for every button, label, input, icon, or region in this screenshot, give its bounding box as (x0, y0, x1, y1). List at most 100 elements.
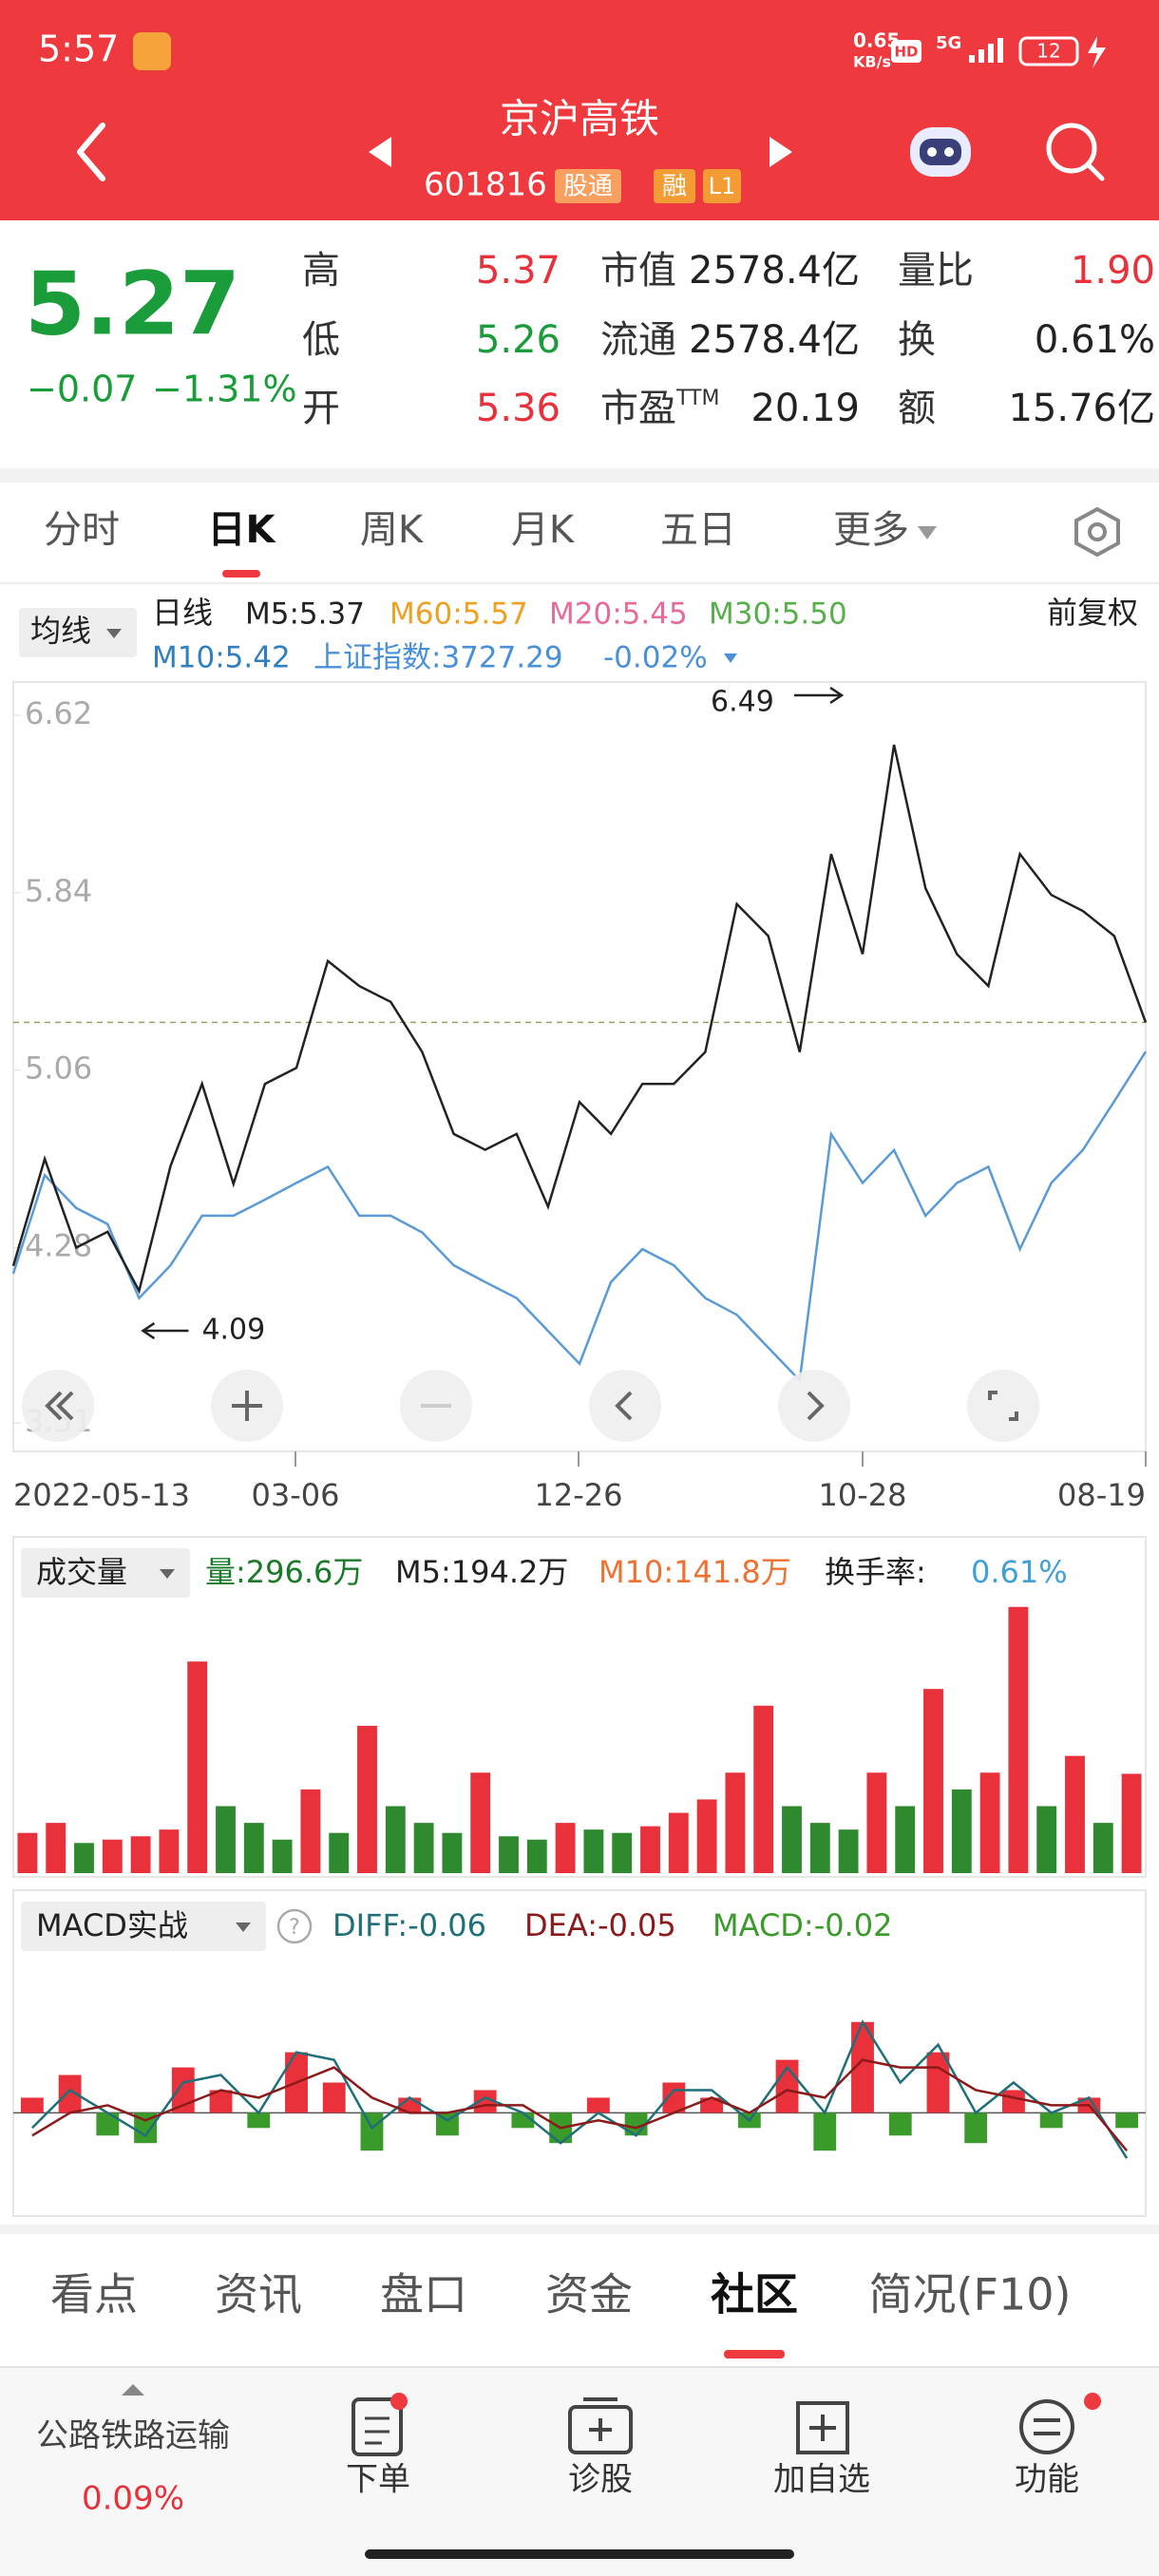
fullscreen[interactable] (967, 1370, 1039, 1442)
period-tab[interactable]: 周K (360, 508, 425, 552)
period-tab[interactable]: 更多 (833, 508, 909, 552)
signal (969, 38, 1003, 63)
volume-bar (159, 1829, 180, 1873)
nav-item[interactable]: 下单 (346, 2461, 410, 2499)
volume-bar (866, 1772, 887, 1873)
volume-bar (612, 1832, 633, 1873)
nav-item[interactable]: 功能 (1015, 2461, 1079, 2499)
macd-title: MACD实战 (36, 1907, 188, 1943)
ma-button[interactable] (19, 608, 137, 657)
stat-label-text: 市值 (600, 249, 676, 293)
scroll-left[interactable] (589, 1370, 661, 1442)
volume-bar (640, 1826, 660, 1873)
y-tick-label: 5.06 (25, 1051, 92, 1087)
bottom-tab[interactable]: 资讯 (215, 2269, 302, 2320)
net-unit: KB/s (853, 53, 891, 71)
macd-bar (58, 2074, 82, 2113)
stat-label: 低 (302, 318, 340, 362)
macd-bar (360, 2112, 384, 2151)
stat-label-sup: TTM (675, 387, 719, 410)
x-tick-label: 03-06 (252, 1477, 340, 1513)
badge-text: L1 (709, 173, 736, 199)
volume-bar (130, 1836, 151, 1873)
turnover-label: 换手率: (825, 1554, 926, 1590)
stat-label-text: 流通 (600, 318, 676, 362)
bottom-tab[interactable]: 社区 (711, 2269, 798, 2320)
volume-bar (526, 1839, 547, 1873)
dropdown-caret (106, 629, 122, 638)
volume-bar (1121, 1773, 1142, 1873)
sector-name[interactable]: 公路铁路运输 (36, 2417, 230, 2455)
y-tick-label: 6.62 (25, 695, 92, 731)
bottom-tab[interactable]: 盘口 (380, 2269, 467, 2320)
price-change: −0.07 (27, 369, 137, 410)
bottom-tab[interactable]: 简况(F10) (869, 2269, 1072, 2320)
volume-bar (1092, 1823, 1113, 1873)
legend-m10: M10:5.42 (152, 641, 291, 675)
ma-button-label: 均线 (30, 613, 91, 649)
badge (654, 169, 695, 203)
help-icon[interactable] (276, 1908, 313, 1944)
last-price: 5.27 (25, 253, 240, 354)
period-tab[interactable]: 日K (208, 508, 277, 552)
volume-bar (809, 1823, 830, 1873)
macd-bar (322, 2082, 346, 2113)
scroll-right[interactable] (778, 1370, 850, 1442)
stat-label: 额 (898, 387, 936, 430)
volume-bar (413, 1823, 434, 1873)
badge-text: 股通 (563, 173, 613, 201)
stat-value: 20.19 (750, 387, 860, 430)
volume-bar (979, 1772, 1000, 1873)
bottom-tab[interactable]: 看点 (50, 2269, 138, 2320)
volume-bar (1065, 1755, 1085, 1873)
nav-item[interactable]: 加自选 (773, 2461, 870, 2499)
legend-m20: M20:5.45 (549, 597, 688, 632)
stat-label-text: 额 (898, 387, 936, 430)
dropdown-caret (236, 1923, 251, 1932)
volume-bar (555, 1823, 576, 1873)
period-tab[interactable]: 五日 (660, 508, 736, 552)
stat-label: 高 (302, 249, 340, 293)
battery (1018, 36, 1079, 66)
stat-value: 5.26 (476, 318, 560, 362)
next-stock[interactable] (770, 137, 792, 167)
stat-label-text: 市盈 (600, 387, 676, 430)
expand-caret (122, 2384, 144, 2396)
robot-icon[interactable] (910, 127, 971, 177)
indicator-button[interactable] (21, 1548, 190, 1598)
stat-value: 5.36 (476, 387, 560, 430)
search-icon[interactable] (1046, 123, 1105, 181)
back-button[interactable] (77, 123, 105, 181)
volume-chart (17, 1606, 1142, 1873)
settings-icon[interactable] (1074, 506, 1120, 558)
nav-bar (0, 2367, 1159, 2576)
stat-label-text: 开 (302, 387, 340, 430)
indicator-button[interactable] (21, 1902, 266, 1951)
stat-value: 0.61% (1035, 318, 1155, 362)
turnover-value: 0.61% (971, 1554, 1068, 1590)
nav-item[interactable]: 诊股 (568, 2461, 633, 2499)
macd-bar (964, 2112, 988, 2144)
battery-level: 12 (1036, 40, 1060, 63)
period-tab[interactable]: 月K (511, 508, 576, 552)
bottom-tab[interactable]: 资金 (545, 2269, 633, 2320)
stat-value: 2578.4亿 (689, 249, 860, 293)
volume-m5: M5:194.2万 (395, 1554, 568, 1590)
stat-label: 流通 (600, 318, 676, 362)
volume-bar (385, 1806, 406, 1873)
dropdown-caret (160, 1569, 175, 1579)
adjust-mode[interactable]: 前复权 (1047, 595, 1138, 631)
stat-label-text: 高 (302, 249, 340, 293)
volume-bar (753, 1705, 774, 1873)
bottom-tabs: 看点 资讯 盘口 资金 社区 简况(F10) (50, 2269, 1072, 2358)
tab-indicator (222, 570, 260, 578)
period-tab[interactable]: 分时 (44, 508, 120, 552)
stat-value: 2578.4亿 (689, 318, 860, 362)
macd-bar (1115, 2112, 1139, 2129)
nav-items: 下单 诊股 加自选 功能 (346, 2461, 1079, 2499)
volume-bar (74, 1843, 94, 1873)
prev-stock[interactable] (369, 137, 391, 167)
macd-bar (20, 2097, 44, 2113)
